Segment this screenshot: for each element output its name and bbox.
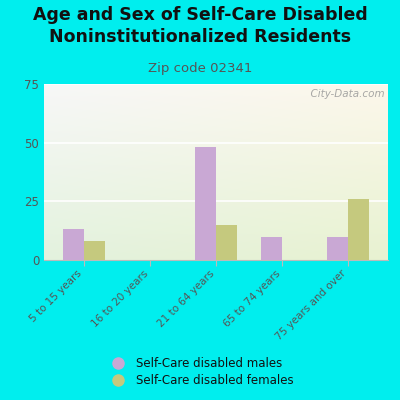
Text: City-Data.com: City-Data.com [304,89,384,99]
Bar [216,225,237,260]
Text: Zip code 02341: Zip code 02341 [148,62,252,75]
Bar [348,199,370,260]
Legend: Self-Care disabled males, Self-Care disabled females: Self-Care disabled males, Self-Care disa… [102,352,298,392]
Bar [84,241,105,260]
Bar [195,147,216,260]
Bar [62,230,84,260]
Bar [261,236,282,260]
Bar [327,236,348,260]
Text: Age and Sex of Self-Care Disabled
Noninstitutionalized Residents: Age and Sex of Self-Care Disabled Nonins… [33,6,367,46]
